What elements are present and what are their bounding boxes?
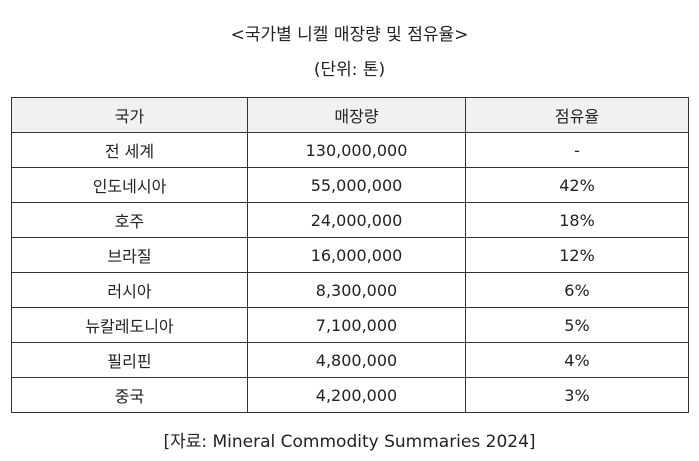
header-share: 점유율: [465, 97, 689, 133]
cell-country: 브라질: [11, 237, 248, 273]
cell-reserves: 16,000,000: [247, 237, 466, 273]
cell-country: 러시아: [11, 272, 248, 308]
cell-share: -: [465, 132, 689, 168]
table-row: 중국 4,200,000 3%: [11, 377, 689, 413]
cell-share: 18%: [465, 202, 689, 238]
cell-share: 4%: [465, 342, 689, 378]
cell-share: 6%: [465, 272, 689, 308]
cell-share: 42%: [465, 167, 689, 203]
unit-label: (단위: 톤): [313, 60, 386, 80]
cell-reserves: 130,000,000: [247, 132, 466, 168]
cell-reserves: 24,000,000: [247, 202, 466, 238]
header-country: 국가: [11, 97, 248, 133]
table-row: 호주 24,000,000 18%: [11, 202, 689, 238]
cell-country: 뉴칼레도니아: [11, 307, 248, 343]
nickel-reserves-table: 국가 매장량 점유율 전 세계 130,000,000 - 인도네시아 55,0…: [11, 97, 689, 413]
table-row: 인도네시아 55,000,000 42%: [11, 167, 689, 203]
table-row: 뉴칼레도니아 7,100,000 5%: [11, 307, 689, 343]
cell-reserves: 55,000,000: [247, 167, 466, 203]
table-row: 필리핀 4,800,000 4%: [11, 342, 689, 378]
cell-reserves: 8,300,000: [247, 272, 466, 308]
cell-country: 중국: [11, 377, 248, 413]
table-row: 전 세계 130,000,000 -: [11, 132, 689, 168]
cell-country: 인도네시아: [11, 167, 248, 203]
source-note: [자료: Mineral Commodity Summaries 2024]: [163, 432, 536, 452]
cell-reserves: 7,100,000: [247, 307, 466, 343]
cell-country: 전 세계: [11, 132, 248, 168]
cell-reserves: 4,800,000: [247, 342, 466, 378]
cell-share: 5%: [465, 307, 689, 343]
header-reserves: 매장량: [247, 97, 466, 133]
table-title: <국가별 니켈 매장량 및 점유율>: [230, 25, 469, 45]
table-row: 러시아 8,300,000 6%: [11, 272, 689, 308]
cell-reserves: 4,200,000: [247, 377, 466, 413]
cell-country: 호주: [11, 202, 248, 238]
table-row: 브라질 16,000,000 12%: [11, 237, 689, 273]
cell-share: 12%: [465, 237, 689, 273]
cell-share: 3%: [465, 377, 689, 413]
cell-country: 필리핀: [11, 342, 248, 378]
table-header-row: 국가 매장량 점유율: [11, 97, 689, 133]
